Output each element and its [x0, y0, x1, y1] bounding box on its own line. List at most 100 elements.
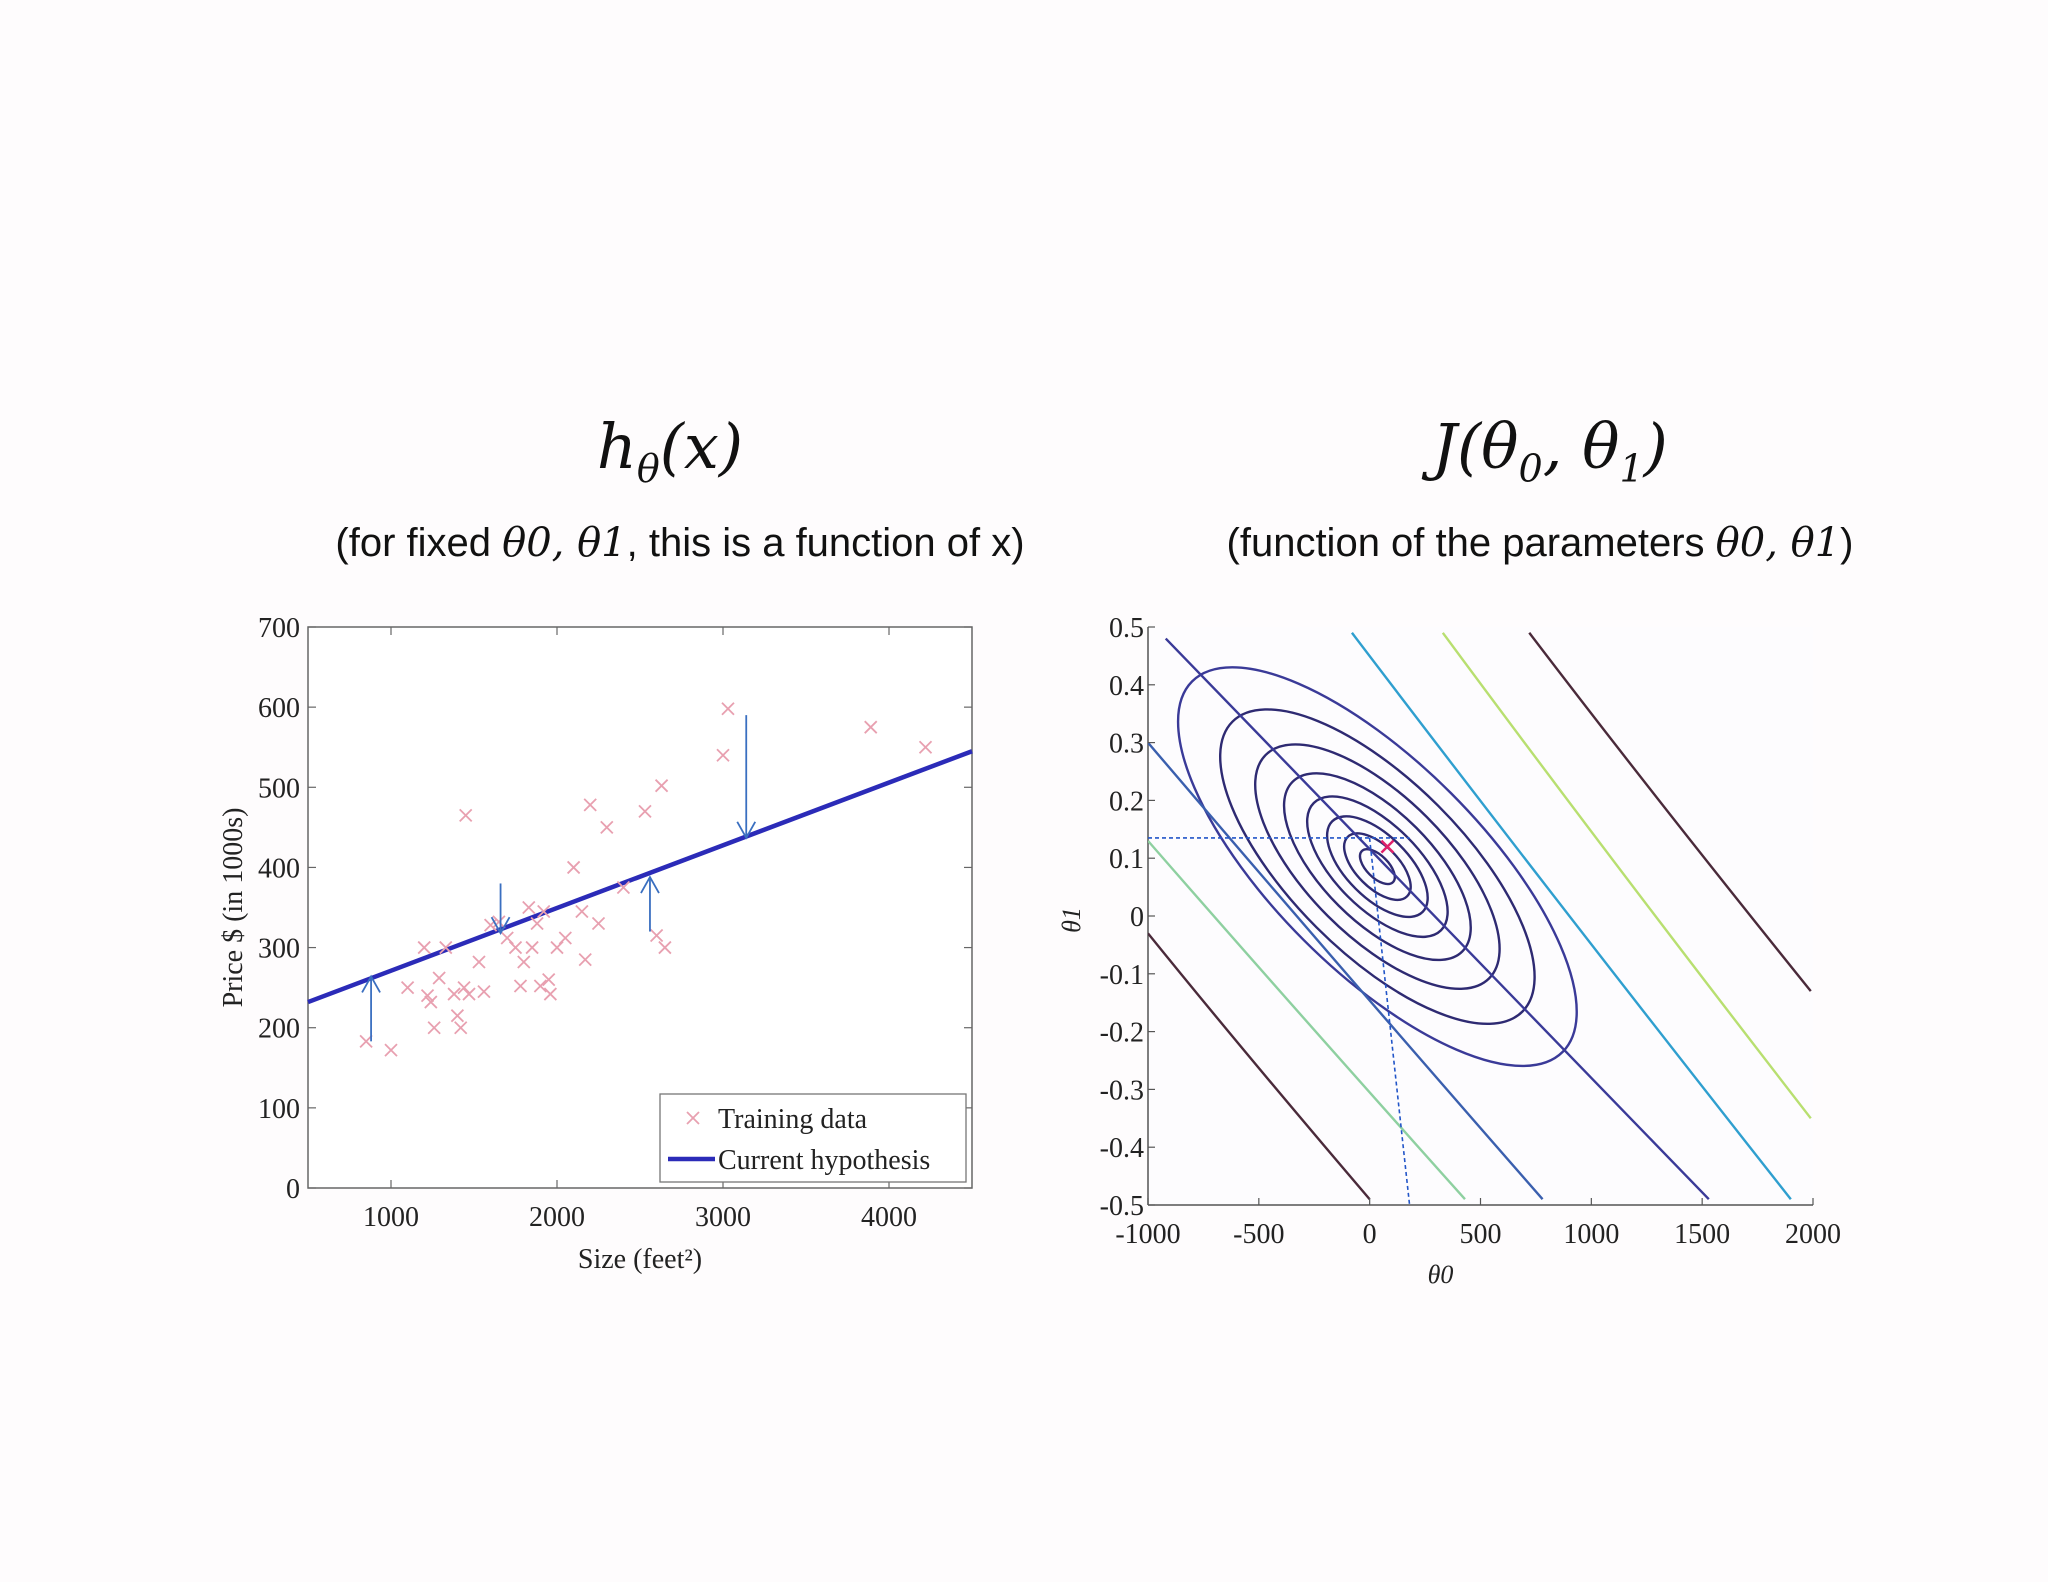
contour-x-axis-label: θ0 [1428, 1260, 1454, 1289]
residual-arrow [640, 875, 660, 932]
training-point-stroke [550, 940, 564, 955]
training-point-stroke [558, 931, 572, 945]
training-point-stroke [450, 1009, 465, 1023]
training-point [558, 931, 572, 945]
training-point [359, 1034, 373, 1048]
guide-line-vertical [1368, 837, 1411, 1206]
residual-arrow-head [361, 974, 381, 993]
training-point-stroke [543, 987, 557, 1001]
left-subtitle-params: θ0, θ1 [502, 520, 627, 566]
training-point [533, 979, 548, 993]
y-tick-label: 600 [258, 693, 300, 724]
y-tick-label: 500 [258, 773, 300, 804]
training-point-stroke [454, 1021, 468, 1035]
y-tick-label: 0 [286, 1174, 300, 1205]
x-tick-label: 2000 [529, 1202, 585, 1233]
legend-marker-x [686, 1111, 700, 1125]
contour-x-tick-label: 500 [1460, 1219, 1502, 1250]
contour-ellipse [1176, 666, 1578, 1068]
residual-arrow-head [490, 916, 511, 935]
training-point-stroke [447, 987, 461, 1001]
contour-y-axis-label: θ1 [1057, 907, 1086, 933]
training-point [420, 989, 435, 1003]
training-point [542, 972, 556, 987]
contour-x-tick-label: -1000 [1115, 1219, 1180, 1250]
training-point-stroke [400, 981, 415, 995]
training-point [616, 880, 631, 895]
contour-y-tick-label: -0.5 [1100, 1191, 1144, 1222]
training-point [427, 1021, 441, 1035]
training-point [864, 720, 878, 734]
training-point [600, 820, 614, 834]
contour-y-tick-label: -0.1 [1100, 960, 1144, 991]
contour-y-tick-label: -0.2 [1100, 1018, 1144, 1049]
training-point-stroke [508, 940, 523, 955]
contour-x-tick-label: -500 [1233, 1219, 1284, 1250]
x-axis-label: Size (feet²) [578, 1244, 702, 1275]
contour-line [1148, 932, 1371, 1200]
training-point [537, 904, 551, 919]
minimum-marker-stroke [1380, 839, 1395, 854]
residual-arrow-head [640, 875, 660, 894]
training-point-stroke [513, 979, 528, 993]
contour-line [1350, 632, 1792, 1200]
training-point-stroke [477, 985, 491, 999]
training-point-stroke [500, 931, 514, 945]
contour-x-tick-label: 2000 [1785, 1219, 1841, 1250]
training-point-stroke [566, 860, 581, 875]
x-tick-label: 4000 [861, 1202, 917, 1233]
residual-arrow [361, 974, 381, 1042]
right-subtitle-pre: (function of the parameters [1226, 521, 1716, 565]
training-point [517, 955, 531, 969]
contour-y-tick-label: 0.1 [1109, 844, 1144, 875]
training-point-stroke [578, 952, 592, 967]
contour-ellipse [1358, 848, 1396, 886]
training-point [716, 748, 730, 762]
training-point-stroke [537, 904, 551, 919]
right-subtitle-post: ) [1840, 521, 1854, 565]
y-tick-label: 400 [258, 853, 300, 884]
training-point-stroke [638, 804, 652, 818]
contour-line [1148, 741, 1544, 1201]
training-point-stroke [424, 995, 438, 1009]
training-point [447, 987, 461, 1001]
contour-x-tick-label: 1000 [1563, 1219, 1619, 1250]
contour-line [1148, 840, 1466, 1201]
training-point [457, 981, 471, 995]
left-title-main: h [596, 410, 637, 483]
training-point [578, 952, 592, 967]
training-point-stroke [492, 915, 506, 929]
left-title-rest: (x) [659, 410, 744, 483]
training-point [583, 798, 597, 812]
contour-y-tick-label: 0.4 [1109, 671, 1144, 702]
training-point-stroke [716, 748, 730, 762]
contour-y-tick-label: -0.3 [1100, 1075, 1144, 1106]
cost-contour-chart: -1000 -500 0 500 1000 1500 2000 -0.5 -0.4 -0.3 -0.… [1057, 613, 1841, 1289]
training-point [500, 931, 514, 945]
training-point-stroke [600, 820, 614, 834]
training-point [417, 940, 431, 955]
training-point-stroke [439, 940, 453, 955]
residual-arrow [490, 883, 511, 935]
training-point [522, 900, 536, 915]
contour-line [1528, 632, 1812, 992]
right-title-sub1: 1 [1619, 446, 1644, 491]
left-title-sub: θ [636, 446, 660, 491]
hypothesis-line [307, 749, 973, 1005]
right-title-sub0: 0 [1518, 446, 1543, 491]
training-point [472, 955, 486, 969]
contour-plot-area [1148, 627, 1813, 1205]
training-point-stroke [459, 808, 473, 822]
training-point [654, 779, 669, 793]
legend: Training data Current hypothesis [659, 1093, 967, 1183]
right-title-mid: , θ [1542, 410, 1620, 483]
training-point-stroke [591, 916, 606, 931]
training-point [432, 971, 446, 985]
training-point [543, 987, 557, 1001]
training-point-stroke [530, 916, 544, 931]
training-point-stroke [359, 1034, 373, 1048]
training-point [566, 860, 581, 875]
right-subtitle-params: θ0, θ1 [1715, 520, 1841, 566]
training-point [591, 916, 606, 931]
contour-levels [1148, 632, 1812, 1201]
